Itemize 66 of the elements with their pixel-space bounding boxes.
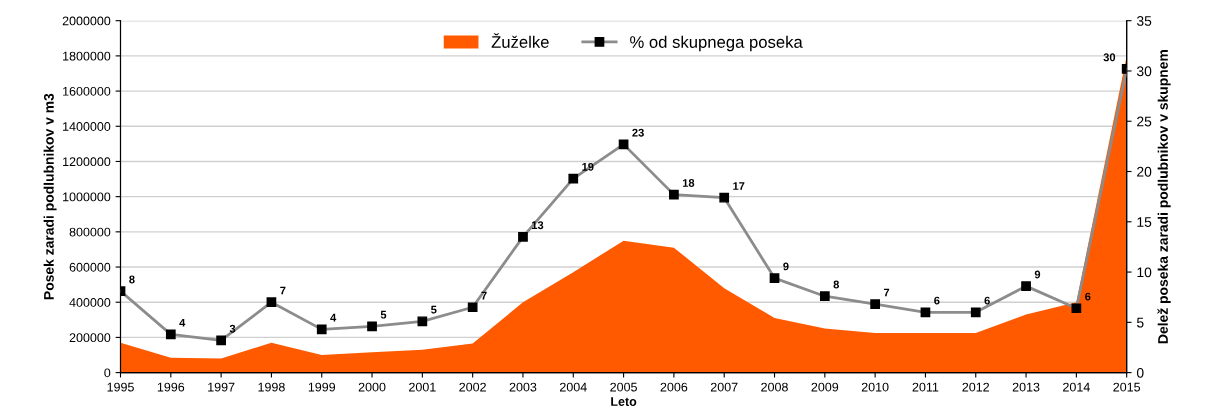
x-tick-label: 1995 (107, 382, 134, 392)
data-label: 18 (682, 179, 695, 187)
data-label: 7 (883, 288, 890, 297)
y2-tick-label: 5 (1136, 317, 1144, 328)
data-label: 5 (380, 310, 387, 319)
y-axis-title: Posek zaradi podlubnikov v m3 (43, 93, 57, 300)
x-tick-label: 2009 (811, 382, 839, 392)
x-tick-label: 2006 (660, 382, 688, 392)
x-tick-label: 2005 (610, 382, 637, 392)
x-tick-label: 2000 (358, 382, 386, 392)
x-tick-label: 2004 (560, 382, 587, 392)
x-tick-label: 2015 (1113, 382, 1141, 392)
x-tick-label: 2007 (710, 382, 738, 392)
x-tick-label: 2001 (409, 382, 436, 392)
y-tick-label: 0 (104, 368, 111, 378)
x-tick-label: 2011 (912, 382, 939, 392)
y-tick-label: 600000 (69, 262, 111, 272)
y-tick-label: 800000 (69, 227, 111, 237)
data-label: 7 (280, 286, 286, 295)
y2-tick-label: 35 (1136, 16, 1152, 26)
data-label: 9 (1034, 270, 1041, 279)
y-tick-label: 1600000 (63, 86, 111, 96)
data-label: 23 (632, 128, 644, 137)
x-tick-label: 2010 (861, 382, 889, 392)
y2-tick-label: 10 (1137, 267, 1152, 278)
x-tick-label: 1999 (308, 382, 336, 392)
data-label: 19 (582, 162, 594, 171)
y-tick-label: 1800000 (63, 51, 111, 61)
x-tick-label: 1996 (157, 382, 185, 392)
legend-label: % od skupnega poseka (630, 35, 803, 52)
y-tick-label: 200000 (69, 333, 111, 343)
data-label: 17 (733, 182, 745, 190)
data-label: 9 (783, 262, 789, 271)
data-label: 30 (1103, 53, 1116, 62)
data-label: 4 (330, 313, 337, 322)
y2-tick-label: 0 (1136, 367, 1144, 378)
x-tick-label: 2014 (1063, 382, 1090, 392)
y2-tick-label: 30 (1136, 66, 1152, 77)
y2-tick-label: 25 (1137, 116, 1152, 127)
data-label: 7 (481, 291, 487, 300)
y-tick-label: 1000000 (63, 192, 111, 202)
data-label: 4 (179, 318, 186, 327)
x-tick-label: 1997 (208, 382, 235, 392)
data-label: 6 (934, 296, 940, 305)
data-label: 13 (532, 221, 544, 230)
y-tick-label: 2000000 (62, 16, 111, 26)
data-label: 6 (984, 296, 990, 305)
y2-tick-label: 15 (1137, 217, 1152, 227)
x-tick-label: 2012 (962, 382, 990, 392)
y2-axis-title: Delež poseka zaradi podlubnikov v skupnem (1157, 50, 1171, 344)
data-label: 6 (1085, 292, 1091, 301)
data-label: 8 (833, 280, 839, 289)
y-tick-label: 1200000 (63, 157, 111, 167)
x-tick-label: 2008 (761, 382, 788, 392)
x-axis-title: Leto (611, 397, 637, 406)
data-label: 8 (129, 275, 135, 284)
y2-tick-label: 20 (1137, 166, 1152, 177)
x-tick-label: 2013 (1012, 382, 1040, 392)
legend-label: Žuželke (491, 33, 549, 48)
x-tick-label: 2002 (459, 382, 486, 392)
y-tick-label: 1400000 (63, 122, 111, 131)
x-tick-label: 1998 (258, 382, 285, 392)
data-label: 5 (431, 305, 437, 314)
y-tick-label: 400000 (69, 298, 111, 307)
data-label: 3 (229, 324, 236, 333)
x-tick-label: 2003 (509, 382, 537, 392)
